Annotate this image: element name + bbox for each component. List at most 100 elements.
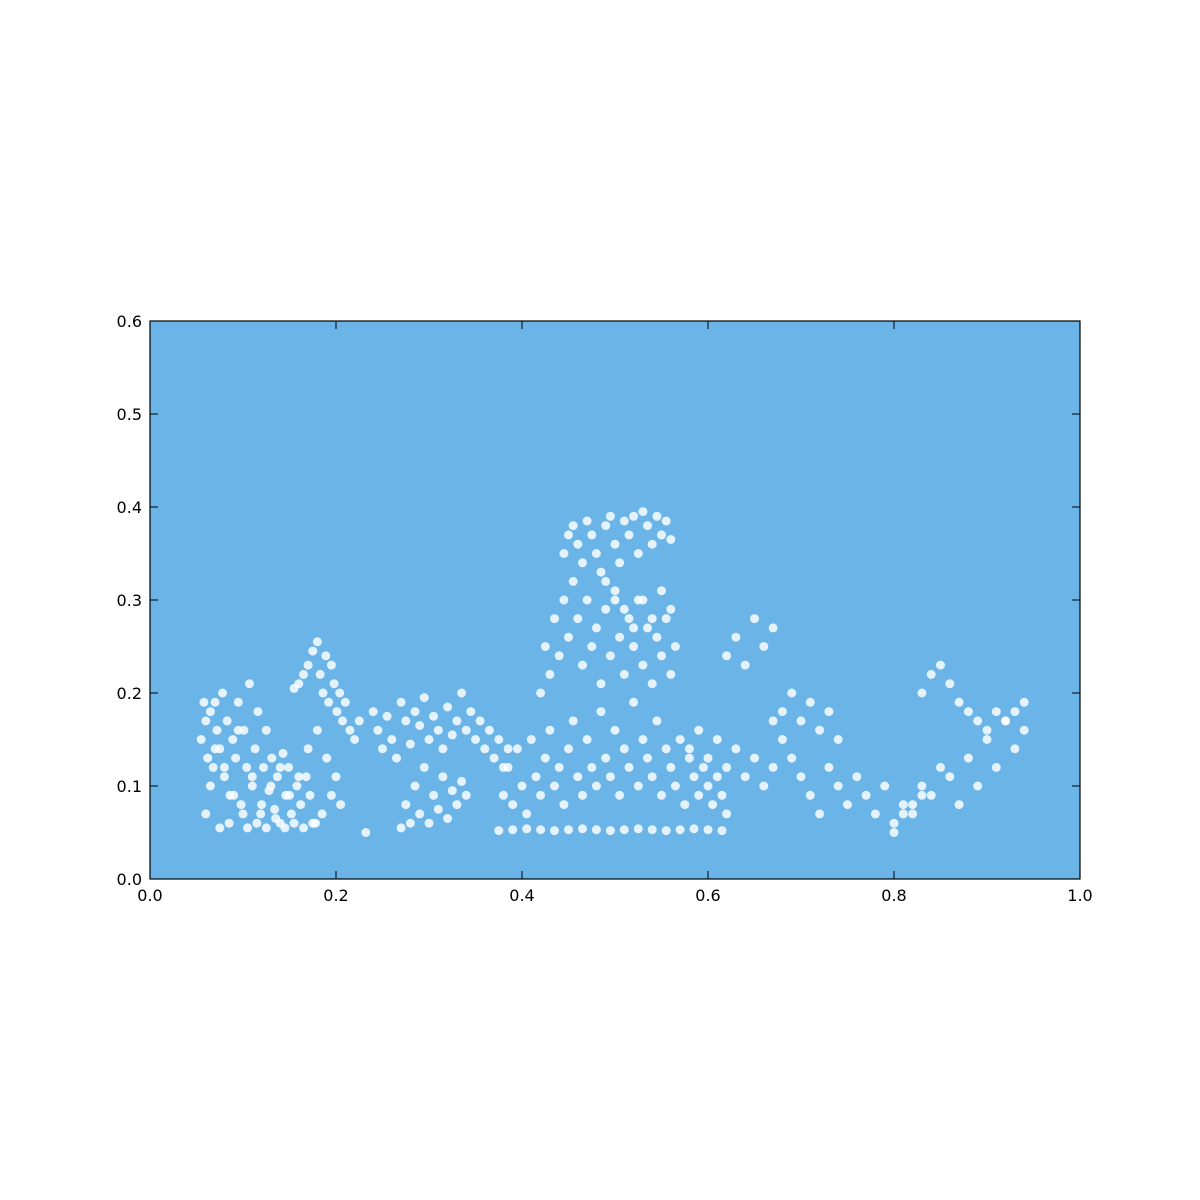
data-point — [252, 818, 262, 828]
data-point — [338, 716, 347, 726]
data-point — [889, 818, 899, 828]
data-point — [643, 521, 652, 531]
data-point — [615, 632, 625, 642]
data-point — [684, 744, 694, 754]
data-point — [917, 688, 927, 698]
data-point — [601, 576, 611, 586]
data-point — [326, 660, 336, 670]
data-point — [591, 623, 601, 633]
data-point — [321, 651, 331, 661]
data-point — [275, 762, 285, 772]
data-point — [219, 772, 229, 782]
data-point — [271, 814, 281, 823]
data-point — [601, 604, 611, 614]
data-point — [638, 660, 648, 670]
data-point — [750, 753, 759, 763]
data-point — [740, 660, 750, 670]
data-point — [619, 825, 629, 835]
data-point — [722, 762, 732, 772]
x-tick-label: 0.2 — [323, 886, 348, 905]
data-point — [550, 826, 559, 836]
data-point — [843, 800, 852, 810]
data-point — [759, 642, 769, 651]
data-point — [322, 753, 332, 763]
data-point — [917, 781, 927, 791]
data-point — [475, 716, 485, 726]
data-point — [824, 707, 834, 717]
data-point — [787, 688, 797, 698]
data-point — [522, 824, 532, 834]
axis-ticks-layer: 0.0 0.2 0.4 0.6 0.8 1.0 0.0 0.1 0.2 0.3 0.4 0.5 0.6 — [117, 312, 1093, 905]
data-point — [694, 790, 704, 800]
data-point — [787, 753, 797, 763]
data-point — [259, 762, 268, 772]
data-point — [405, 818, 415, 828]
data-point — [299, 823, 308, 833]
data-point — [973, 716, 983, 726]
data-point — [401, 716, 411, 726]
data-point — [633, 549, 643, 558]
data-point — [908, 800, 918, 810]
data-point — [638, 507, 648, 517]
data-point — [717, 790, 727, 800]
data-point — [401, 800, 411, 810]
data-point — [568, 716, 578, 726]
data-point — [666, 535, 676, 544]
data-point — [647, 614, 657, 624]
data-point — [796, 772, 806, 782]
data-point — [661, 744, 671, 754]
data-point — [591, 549, 601, 558]
data-point — [457, 776, 467, 786]
data-point — [247, 781, 257, 791]
data-point — [331, 772, 341, 782]
y-tick-label: 0.6 — [117, 312, 142, 331]
data-point — [405, 739, 415, 749]
data-point — [722, 809, 732, 819]
data-point — [266, 781, 276, 791]
data-point — [215, 823, 225, 833]
data-point — [587, 762, 597, 772]
data-point — [536, 688, 546, 698]
data-point — [675, 825, 685, 835]
data-point — [308, 646, 318, 656]
data-point — [917, 790, 927, 800]
data-point — [554, 762, 564, 772]
data-point — [675, 735, 685, 744]
data-point — [684, 753, 694, 763]
data-point — [480, 744, 490, 754]
data-point — [238, 809, 248, 819]
data-point — [419, 693, 429, 703]
data-point — [1010, 744, 1020, 754]
data-point — [354, 716, 364, 726]
data-point — [963, 707, 973, 717]
data-point — [424, 818, 434, 828]
data-point — [231, 753, 241, 763]
data-point — [666, 604, 676, 614]
data-point — [228, 735, 238, 744]
data-point — [540, 753, 550, 763]
data-point — [205, 781, 215, 791]
data-point — [233, 725, 243, 735]
data-point — [824, 762, 834, 772]
data-point — [438, 772, 448, 782]
data-point — [578, 790, 587, 800]
data-point — [429, 711, 439, 721]
x-tick-label: 0.4 — [509, 886, 534, 905]
data-point — [433, 804, 443, 814]
data-point — [703, 781, 713, 791]
data-point — [419, 762, 429, 772]
data-point — [666, 669, 676, 679]
data-point — [610, 586, 620, 596]
data-point — [536, 790, 546, 800]
data-point — [936, 762, 945, 772]
data-point — [243, 823, 253, 833]
data-point — [652, 511, 662, 521]
data-point — [261, 725, 271, 735]
data-point — [805, 697, 815, 707]
data-point — [954, 697, 964, 707]
data-point — [945, 772, 955, 782]
data-point — [429, 790, 439, 800]
data-point — [777, 707, 787, 717]
data-point — [208, 762, 218, 772]
data-point — [573, 539, 583, 549]
